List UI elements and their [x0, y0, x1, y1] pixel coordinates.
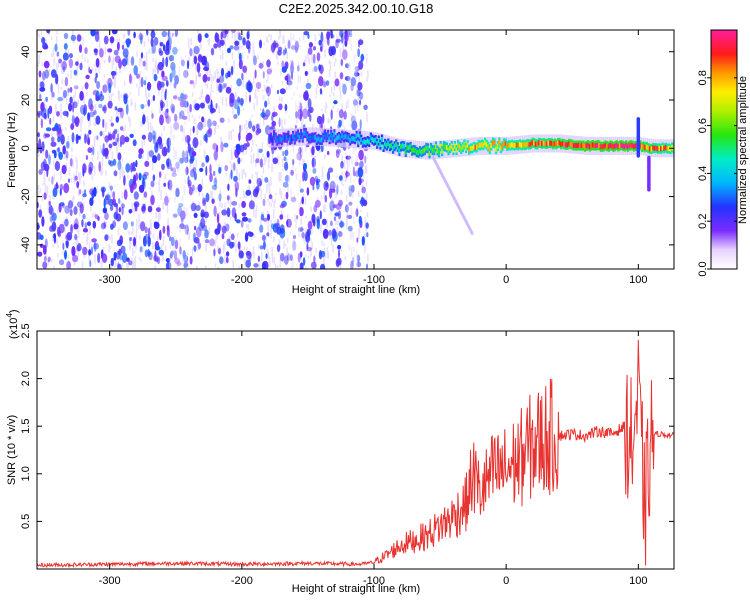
- noise-blobs: [37, 30, 369, 269]
- svg-text:(x104): (x104): [5, 309, 20, 339]
- colorbar-tick-label: 0.2: [697, 214, 709, 229]
- snr-xlabel: Height of straight line (km): [292, 583, 420, 595]
- colorbar-tick-label: 0.0: [697, 261, 709, 276]
- snr-multiplier-base: (x10: [8, 318, 20, 339]
- spectrogram-xtick-label: -100: [363, 274, 385, 286]
- snr-ytick-label: 0.5: [20, 514, 32, 529]
- colorbar-tick-label: 0.8: [697, 70, 709, 85]
- spectrogram-ytick-label: 40: [20, 46, 32, 58]
- snr-xtick-label: 100: [629, 575, 647, 587]
- snr-ylabel: SNR (10 * v/v): [6, 415, 18, 485]
- spectrogram-xtick-label: 100: [629, 274, 647, 286]
- snr-frame: [36, 330, 675, 570]
- snr-background: [37, 331, 674, 569]
- spectrogram-ytick-label: -40: [20, 237, 32, 253]
- spectrogram-xtick-label: 0: [503, 274, 509, 286]
- snr-ytick-label: 1.0: [20, 466, 32, 481]
- spectrogram-xtick-label: -200: [231, 274, 253, 286]
- signal-tails: [432, 117, 651, 236]
- snr-multiplier-exponent: 4: [5, 313, 14, 318]
- snr-xtick-label: -300: [99, 575, 121, 587]
- spectrogram-xlabel: Height of straight line (km): [292, 284, 420, 296]
- colorbar-label: Normalized spectral amplitude: [737, 76, 749, 224]
- spectrogram-ytick-label: 20: [20, 94, 32, 106]
- spectrogram-ytick-label: -20: [20, 189, 32, 205]
- colorbar-ticks: 0.0 0.2 0.4 0.6 0.8: [697, 70, 737, 277]
- colorbar-gradient: [710, 29, 738, 270]
- snr-xtick-label: -100: [363, 575, 385, 587]
- snr-multiplier: (x104): [5, 309, 20, 339]
- snr-xtick-label: -200: [231, 575, 253, 587]
- snr-ytick-label: 2.0: [20, 371, 32, 386]
- snr-series-line: [37, 339, 674, 569]
- spectrogram-ylabel: Frequency (Hz): [6, 112, 18, 188]
- spectrogram-ytick-label: 0: [20, 145, 32, 151]
- snr-ytick-label: 1.5: [20, 419, 32, 434]
- colorbar-tick-label: 0.4: [697, 166, 709, 181]
- snr-ytick-label: 2.5: [20, 323, 32, 338]
- snr-panel: -300 -200 -100 0 100 0.5 1.0 1.5 2.0 2.5 Height o…: [5, 309, 675, 595]
- snr-content: [37, 331, 674, 569]
- snr-xtick-label: 0: [503, 575, 509, 587]
- spectrogram-xtick-label: -300: [99, 274, 121, 286]
- signal-track: [268, 127, 674, 160]
- spectrogram-content: [37, 30, 674, 269]
- colorbar: 0.0 0.2 0.4 0.6 0.8 Normalized spectral ampl…: [697, 29, 749, 277]
- chart-title: C2E2.2025.342.00.10.G18: [279, 1, 434, 16]
- snr-ticks: -300 -200 -100 0 100 0.5 1.0 1.5 2.0 2.5: [20, 323, 674, 587]
- spectrogram-frame: [36, 29, 675, 270]
- colorbar-tick-label: 0.6: [697, 118, 709, 133]
